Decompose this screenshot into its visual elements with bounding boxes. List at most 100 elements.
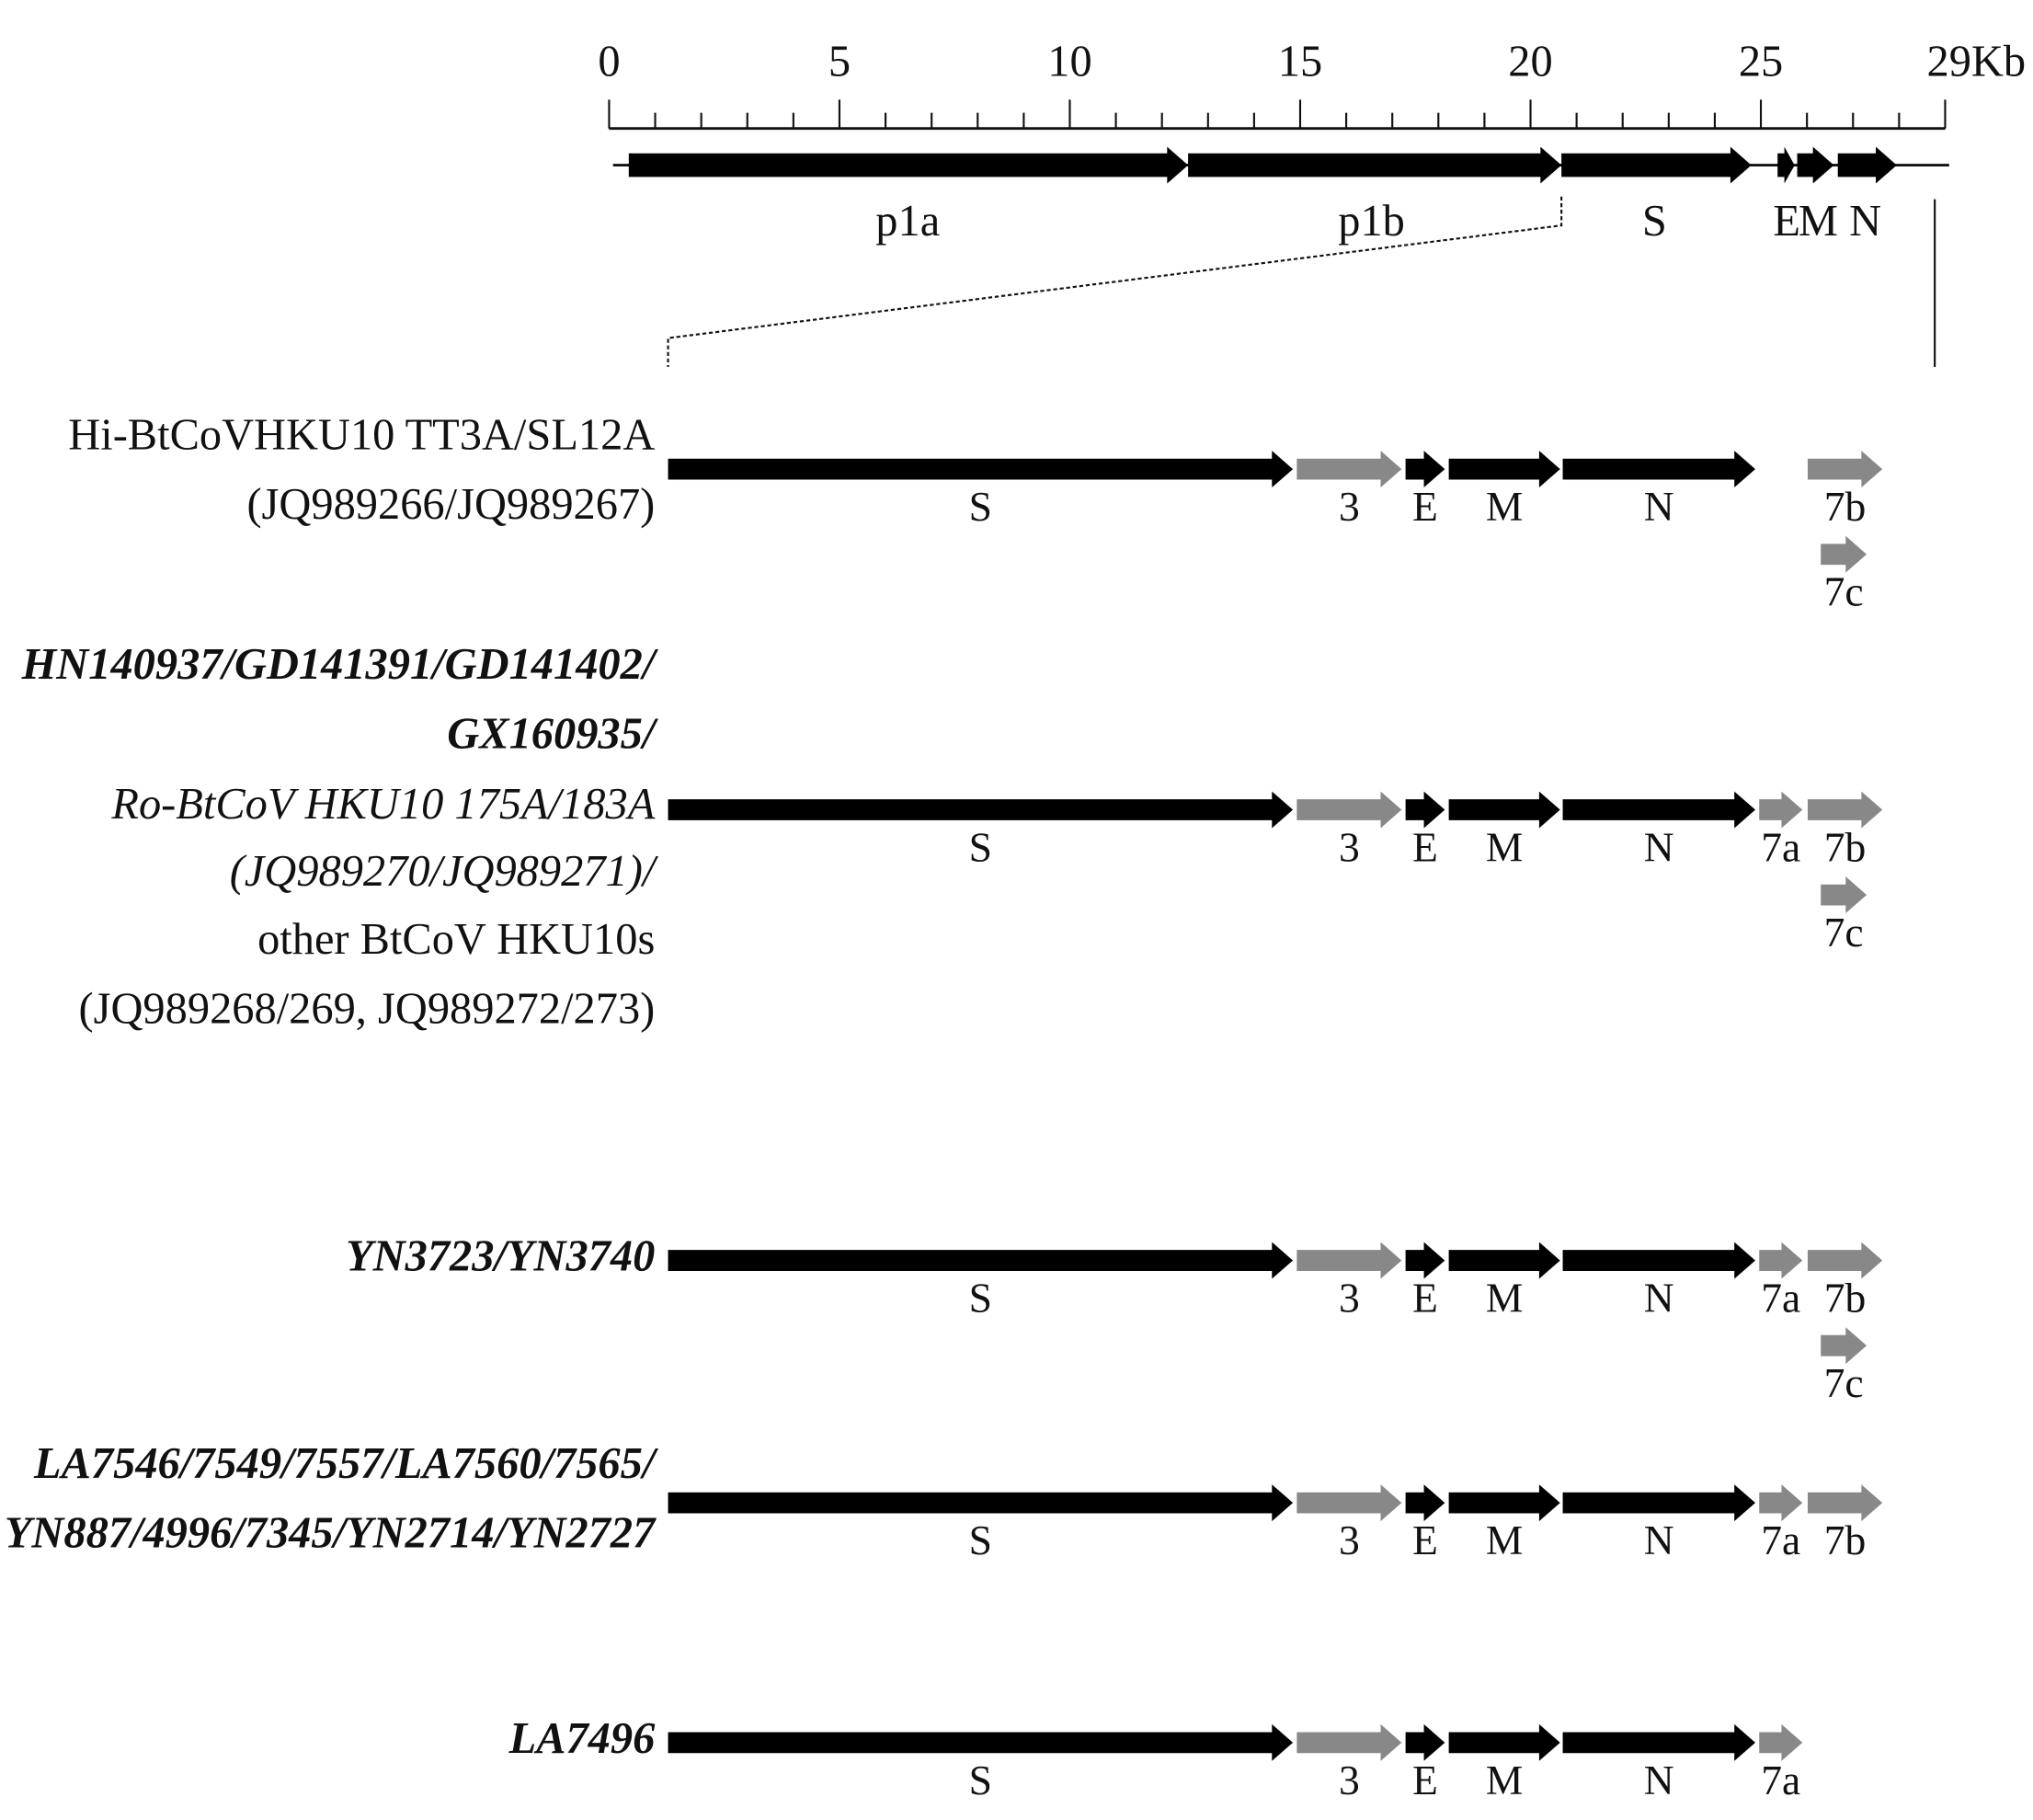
gene-arrow [1405, 1484, 1445, 1522]
gene-arrow [1448, 1242, 1560, 1279]
row-label: GX160935/ [447, 709, 659, 758]
gene-label: p1a [875, 197, 940, 246]
zoom-line [667, 196, 1563, 367]
gene-label: S [969, 483, 992, 530]
gene-arrow [1296, 451, 1402, 488]
gene-label: M [1486, 824, 1524, 871]
gene-label: M [1799, 197, 1838, 246]
gene-label: 7b [1824, 483, 1867, 530]
gene-arrow [1797, 146, 1834, 184]
gene-label: 7c [1824, 568, 1864, 615]
scale-label: 20 [1508, 37, 1552, 86]
gene-label: S [969, 1757, 992, 1803]
gene-arrow [1821, 1327, 1867, 1365]
gene-label: E [1412, 1275, 1438, 1322]
gene-arrow [1296, 791, 1402, 829]
gene-label: E [1412, 824, 1438, 871]
gene-label: S [969, 1517, 992, 1563]
row-label: (JQ989266/JQ989267) [246, 480, 655, 529]
gene-label: E [1412, 483, 1438, 530]
gene-arrow [1562, 451, 1755, 488]
row-label: LA7496 [508, 1714, 657, 1763]
scale-label: 25 [1739, 37, 1783, 86]
gene-label: 7a [1761, 1757, 1800, 1803]
gene-label: N [1644, 824, 1674, 871]
gene-arrow [1759, 1484, 1803, 1522]
gene-label: M [1486, 483, 1524, 530]
gene-arrow [668, 1723, 1294, 1761]
scale-label: 29Kb [1927, 37, 2027, 86]
gene-arrow [1807, 451, 1883, 488]
gene-arrow [1759, 791, 1803, 829]
gene-arrow [1759, 1242, 1803, 1279]
gene-label: N [1644, 483, 1674, 530]
gene-label: 3 [1339, 1757, 1360, 1803]
gene-label: 7b [1824, 1275, 1867, 1322]
gene-label: N [1644, 1275, 1674, 1322]
row-label: YN3723/YN3740 [346, 1232, 655, 1281]
gene-label: S [1642, 197, 1667, 246]
gene-label: N [1849, 197, 1881, 246]
gene-label: 7b [1824, 824, 1867, 871]
gene-arrow [1777, 146, 1795, 184]
gene-arrow [1807, 791, 1883, 829]
gene-label: E [1412, 1757, 1438, 1803]
scale-label: 15 [1278, 37, 1322, 86]
row-label: LA7546/7549/7557/LA7560/7565/ [33, 1439, 659, 1488]
gene-arrow [1448, 1484, 1560, 1522]
gene-arrow [1405, 1723, 1445, 1761]
gene-arrow [1562, 1723, 1755, 1761]
gene-arrow [1296, 1242, 1402, 1279]
gene-label: 7a [1761, 1517, 1800, 1563]
row-label: YN887/4996/7345/YN2714/YN2727 [5, 1508, 657, 1557]
row-label: (JQ989270/JQ989271)/ [230, 847, 659, 896]
scale-label: 10 [1047, 37, 1091, 86]
gene-label: 3 [1339, 1517, 1360, 1563]
gene-arrow [1821, 535, 1867, 573]
gene-arrow [1759, 1723, 1803, 1761]
gene-label: S [969, 1275, 992, 1322]
gene-arrow [1821, 876, 1867, 914]
gene-arrow [1405, 451, 1445, 488]
gene-arrow [668, 1484, 1294, 1522]
gene-arrow [1405, 1242, 1445, 1279]
gene-arrow [1562, 1484, 1755, 1522]
gene-arrow [1448, 451, 1560, 488]
gene-arrow [1807, 1484, 1883, 1522]
gene-arrow [1562, 1242, 1755, 1279]
gene-label: E [1412, 1517, 1438, 1563]
gene-label: E [1773, 197, 1800, 246]
gene-arrow [1296, 1484, 1402, 1522]
gene-arrow [668, 451, 1294, 488]
row-label: (JQ989268/269, JQ989272/273) [79, 984, 656, 1033]
scale-label: 5 [828, 37, 851, 86]
gene-arrow [1807, 1242, 1883, 1279]
gene-arrow [668, 1242, 1294, 1279]
gene-arrow [1448, 1723, 1560, 1761]
gene-arrow [1405, 791, 1445, 829]
gene-label: 7b [1824, 1517, 1867, 1563]
gene-arrow [628, 146, 1189, 184]
gene-label: 7a [1761, 1275, 1800, 1322]
row-label: HN140937/GD141391/GD141402/ [21, 640, 659, 689]
row-label: Hi-BtCoVHKU10 TT3A/SL12A [68, 410, 655, 459]
gene-label: p1b [1338, 197, 1405, 246]
gene-label: 3 [1339, 483, 1360, 530]
gene-label: 3 [1339, 824, 1360, 871]
gene-label: N [1644, 1757, 1674, 1803]
row-label: Ro-BtCoV HKU10 175A/183A [110, 780, 655, 829]
gene-arrow [1188, 146, 1562, 184]
gene-arrow [1296, 1723, 1402, 1761]
gene-label: 3 [1339, 1275, 1360, 1322]
gene-label: 7a [1761, 824, 1800, 871]
scale-label: 0 [598, 37, 620, 86]
gene-arrow [1448, 791, 1560, 829]
gene-label: M [1486, 1757, 1524, 1803]
gene-arrow [1562, 791, 1755, 829]
row-label: other BtCoV HKU10s [257, 915, 655, 964]
gene-arrow [1837, 146, 1897, 184]
gene-label: 7c [1824, 1359, 1864, 1406]
gene-label: N [1644, 1517, 1674, 1563]
